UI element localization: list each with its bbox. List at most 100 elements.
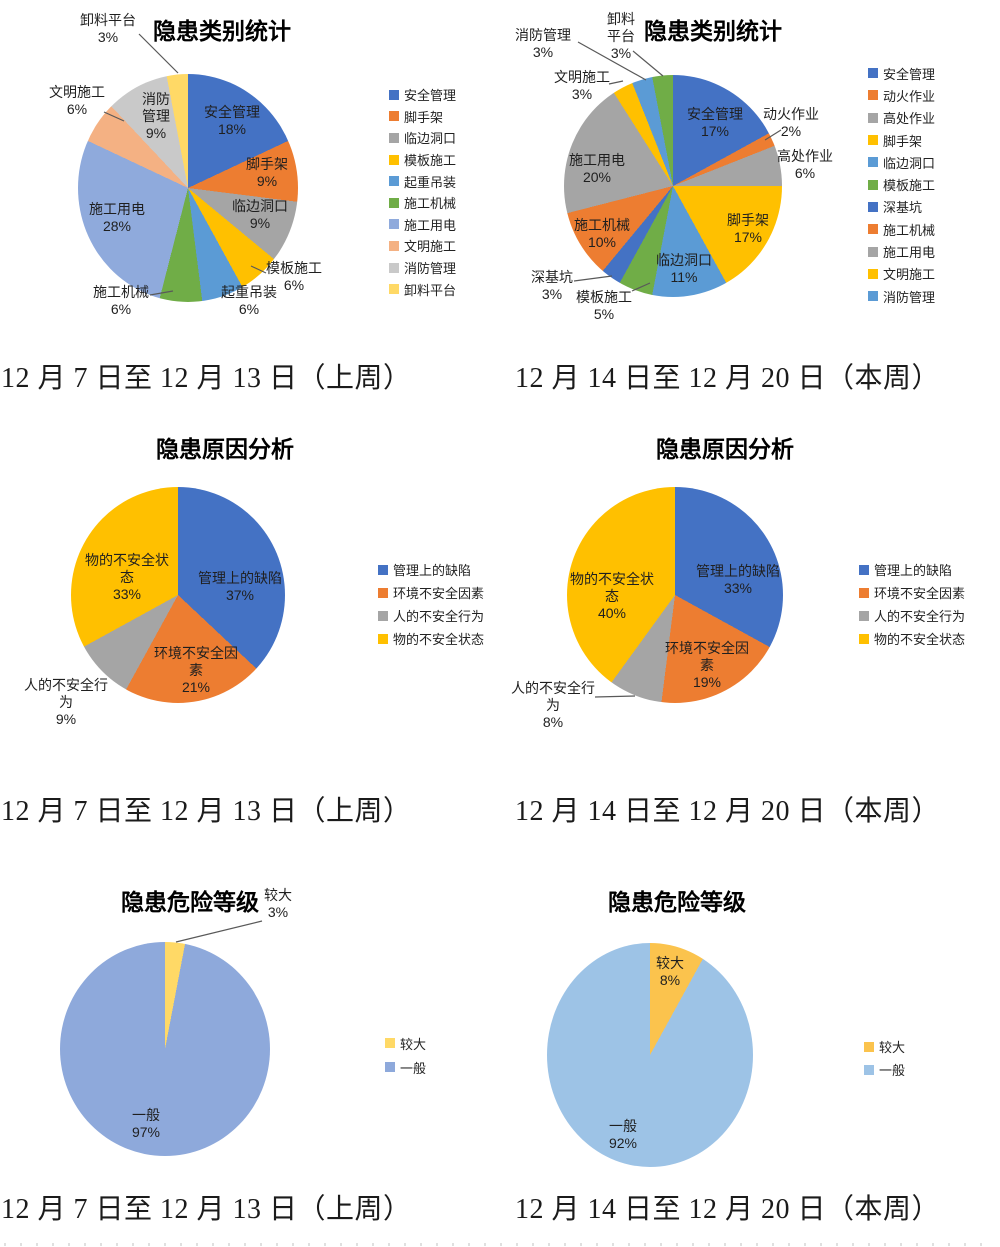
legend-label: 人的不安全行为: [393, 609, 485, 624]
legend-swatch-icon: [389, 111, 399, 122]
legend-swatch-icon: [868, 112, 878, 123]
slice-label: 深基坑 3%: [531, 269, 573, 302]
legend-swatch-icon: [868, 68, 878, 79]
legend-item: 较大: [864, 1035, 905, 1058]
legend-item: 临边洞口: [389, 127, 456, 149]
leader-line: [573, 275, 613, 282]
slice-label: 消防 管理 9%: [142, 90, 170, 141]
slice-label: 较大 3%: [264, 887, 292, 920]
slice-label: 高处作业 6%: [777, 148, 833, 181]
legend-item: 人的不安全行为: [378, 604, 484, 627]
legend-swatch-icon: [868, 268, 878, 279]
legend-swatch-icon: [864, 1064, 874, 1075]
slice-label: 脚手架 17%: [727, 212, 769, 245]
legend-swatch-icon: [859, 610, 869, 621]
legend-swatch-icon: [389, 219, 399, 230]
caption-this-week-1: 12 月 14 日至 12 月 20 日（本周）: [515, 363, 941, 394]
slice-label: 模板施工 6%: [266, 260, 322, 293]
legend-swatch-icon: [389, 154, 399, 165]
legend-item: 管理上的缺陷: [378, 558, 484, 581]
slice-label: 安全管理 18%: [204, 104, 260, 137]
legend-label: 消防管理: [883, 289, 936, 305]
slice-label: 一般 92%: [608, 1118, 638, 1151]
slice-label: 起重吊装 6%: [221, 284, 277, 317]
legend-label: 管理上的缺陷: [874, 563, 953, 578]
slice-label: 临边洞口 11%: [656, 252, 712, 285]
caption-row-1: 12 月 7 日至 12 月 13 日（上周） 12 月 14 日至 12 月 …: [0, 352, 1000, 408]
legend-label: 消防管理: [404, 261, 457, 277]
legend-item: 文明施工: [868, 263, 935, 285]
chart-title: 隐患类别统计: [153, 18, 291, 44]
slice-label: 物的不安全状态 33%: [85, 551, 169, 602]
legend-label: 模板施工: [404, 153, 457, 169]
legend-label: 管理上的缺陷: [393, 563, 472, 578]
legend-swatch-icon: [868, 201, 878, 212]
legend-item: 施工用电: [868, 240, 935, 262]
slice-label: 安全管理 17%: [687, 106, 743, 139]
pie: [564, 75, 782, 297]
legend-item: 较大: [385, 1031, 426, 1055]
legend-item: 动火作业: [868, 84, 935, 106]
slice-label: 物的不安全状态 40%: [570, 570, 654, 621]
slice-label: 脚手架 9%: [246, 156, 288, 189]
legend-swatch-icon: [385, 1038, 395, 1048]
legend-swatch-icon: [389, 89, 399, 100]
slice-label: 临边洞口 9%: [232, 198, 288, 231]
legend-swatch-icon: [378, 564, 388, 575]
legend-item: 文明施工: [389, 235, 456, 257]
legend-swatch-icon: [859, 564, 869, 575]
legend: 较大 一般: [385, 1031, 426, 1079]
legend-label: 施工机械: [404, 196, 457, 212]
legend-label: 文明施工: [404, 239, 457, 255]
chart-title: 隐患类别统计: [644, 18, 782, 44]
slice-label: 一般 97%: [131, 1107, 161, 1140]
slice-label: 环境不安全因素 19%: [665, 639, 749, 690]
legend-label: 安全管理: [404, 88, 457, 104]
chart-risk-last-week: 隐患危险等级 较大 3% 一般 97% 较大一般: [0, 845, 500, 1185]
legend-swatch-icon: [378, 610, 388, 621]
legend: 较大 一般: [864, 1035, 905, 1081]
legend-item: 施工用电: [389, 214, 456, 236]
chart-cause-this-week: 隐患原因分析 管理上的缺陷 33% 环境不安全因素 19% 人的不安全行为 8% 物的不安全状…: [500, 408, 1000, 785]
leader-line: [608, 80, 624, 85]
legend-label: 动火作业: [883, 88, 936, 104]
legend: 安全管理 动火作业 高处作业 脚手架 临边洞口 模板施工 深基坑 施工机械 施工用电 文明施工 消防…: [868, 62, 935, 307]
legend-label: 施工机械: [883, 222, 936, 238]
legend-item: 安全管理: [868, 62, 935, 84]
legend-item: 施工机械: [389, 192, 456, 214]
legend-label: 环境不安全因素: [393, 586, 485, 601]
legend-swatch-icon: [389, 262, 399, 273]
legend: 管理上的缺陷 环境不安全因素 人的不安全行为物的不安全状态: [378, 558, 484, 650]
legend-swatch-icon: [868, 291, 878, 302]
legend-label: 安全管理: [883, 66, 936, 82]
legend-swatch-icon: [859, 633, 869, 644]
slice-label: 施工用电 20%: [569, 152, 625, 185]
legend-label: 环境不安全因素: [874, 586, 966, 601]
slice-label: 管理上的缺陷 33%: [696, 563, 780, 596]
slice-label: 人的不安全行为 9%: [24, 676, 108, 727]
legend-item: 卸料平台: [389, 278, 456, 300]
legend-item: 环境不安全因素: [859, 581, 965, 604]
legend-label: 卸料平台: [404, 282, 457, 298]
legend-item: 消防管理: [389, 257, 456, 279]
legend-label: 较大: [400, 1036, 427, 1052]
legend-item: 物的不安全状态: [378, 627, 484, 650]
legend-item: 安全管理: [389, 84, 456, 106]
legend-swatch-icon: [868, 135, 878, 146]
leader-line: [175, 920, 263, 943]
slice-label: 文明施工 6%: [49, 84, 105, 117]
legend-label: 临边洞口: [404, 131, 457, 147]
legend-label: 文明施工: [883, 267, 936, 283]
chart-category-last-week: 隐患类别统计安全管理 18% 脚手架 9% 临边洞口 9% 模板施工 6% 起重吊装 6% 施工机械…: [0, 0, 500, 352]
clipped-text-row: [4, 1243, 996, 1246]
legend-label: 一般: [400, 1060, 427, 1076]
caption-last-week-1: 12 月 7 日至 12 月 13 日（上周）: [1, 363, 412, 394]
chart-title: 隐患危险等级: [121, 889, 259, 915]
legend-item: 模板施工: [868, 173, 935, 195]
chart-title: 隐患原因分析: [656, 436, 794, 462]
pie: [71, 487, 285, 703]
legend-label: 高处作业: [883, 111, 936, 127]
legend-swatch-icon: [389, 240, 399, 251]
chart-risk-this-week: 隐患危险等级 较大 8% 一般 92% 较大 一般: [500, 845, 1000, 1185]
